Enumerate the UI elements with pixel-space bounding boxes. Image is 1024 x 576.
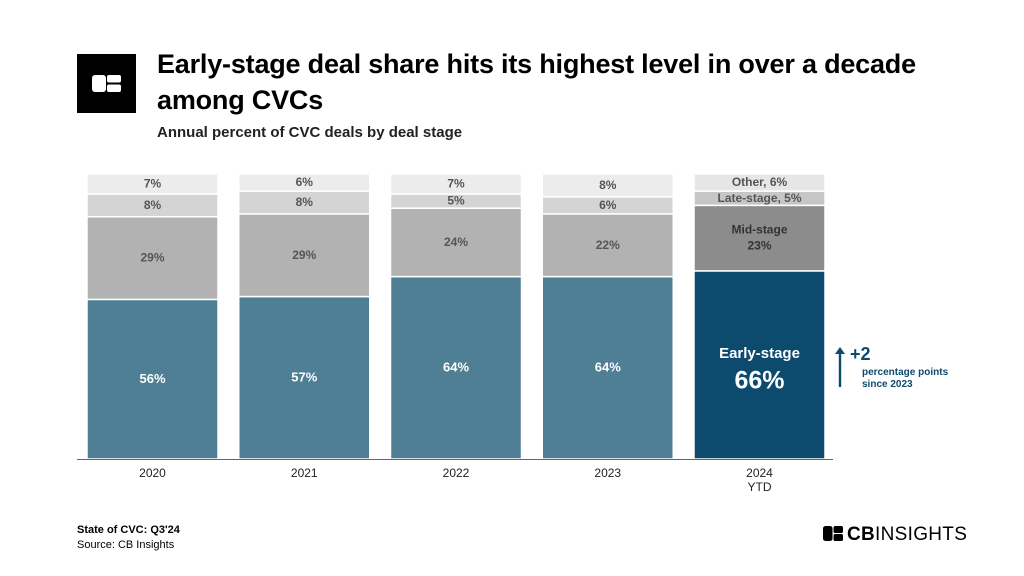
data-label-late-stage: 5%: [447, 194, 465, 208]
bar-mid-stage: [86, 216, 219, 301]
data-label-mid-stage: 29%: [292, 248, 316, 262]
data-label-name-mid-stage: Mid-stage: [731, 222, 787, 236]
annotation-delta: +2: [850, 344, 871, 364]
bar-early-stage: [693, 270, 826, 460]
data-label-mid-stage: 22%: [596, 238, 620, 252]
cb-brand-icon: [823, 526, 843, 541]
bar-mid-stage: [389, 207, 523, 278]
arrow-up-icon: [835, 347, 845, 387]
brand-wordmark-rest: INSIGHTS: [875, 524, 968, 545]
data-label-mid-stage: 24%: [444, 235, 468, 249]
data-label-early-stage: 56%: [139, 371, 165, 386]
x-tick-label: 2024: [746, 466, 773, 480]
data-label-early-stage: 66%: [734, 367, 784, 395]
data-label-early-stage: 64%: [443, 360, 469, 375]
bar-other: [693, 173, 826, 192]
data-label-late-stage: 8%: [144, 198, 162, 212]
data-label-late-stage: 6%: [599, 198, 617, 212]
x-tick-label: 2020: [139, 466, 166, 480]
bar-mid-stage: [693, 204, 826, 272]
chart-title: Early-stage deal share hits its highest …: [157, 49, 916, 115]
bar-early-stage: [238, 295, 371, 460]
report-name: State of CVC: Q3'24: [77, 524, 180, 536]
data-label-other: 7%: [447, 177, 465, 191]
cb-logo-icon: [77, 54, 136, 113]
bar-early-stage: [86, 298, 219, 460]
data-label-mid-stage: 29%: [140, 251, 164, 265]
data-label-late-stage: 8%: [296, 195, 314, 209]
data-label-early-stage: 64%: [595, 360, 621, 375]
data-label-mid-stage: 23%: [747, 238, 771, 252]
bar-other: [389, 173, 523, 195]
bar-mid-stage: [541, 213, 674, 278]
data-label-late-stage: Late-stage, 5%: [717, 191, 801, 205]
data-label-other: 8%: [599, 178, 617, 192]
annotation-text: percentage points since 2023: [862, 367, 949, 390]
bar-other: [541, 173, 674, 198]
source-note: Source: CB Insights: [77, 539, 175, 551]
bar-other: [238, 173, 371, 192]
data-label-early-stage: 57%: [291, 370, 317, 385]
x-tick-label: 2021: [291, 466, 318, 480]
bar-mid-stage: [238, 213, 371, 298]
x-tick-label: YTD: [748, 480, 772, 494]
data-label-other: Other, 6%: [732, 175, 788, 189]
x-tick-label: 2022: [443, 466, 470, 480]
bar-early-stage: [541, 275, 674, 460]
data-label-other: 7%: [144, 177, 162, 191]
brand-wordmark-bold: CB: [847, 524, 876, 545]
data-label-other: 6%: [296, 175, 314, 189]
data-label-name-early-stage: Early-stage: [719, 345, 800, 362]
chart-subtitle: Annual percent of CVC deals by deal stag…: [157, 124, 463, 141]
x-tick-label: 2023: [594, 466, 621, 480]
brand-wordmark: CBINSIGHTS: [847, 524, 967, 546]
bar-early-stage: [389, 275, 523, 460]
bar-other: [86, 173, 219, 195]
